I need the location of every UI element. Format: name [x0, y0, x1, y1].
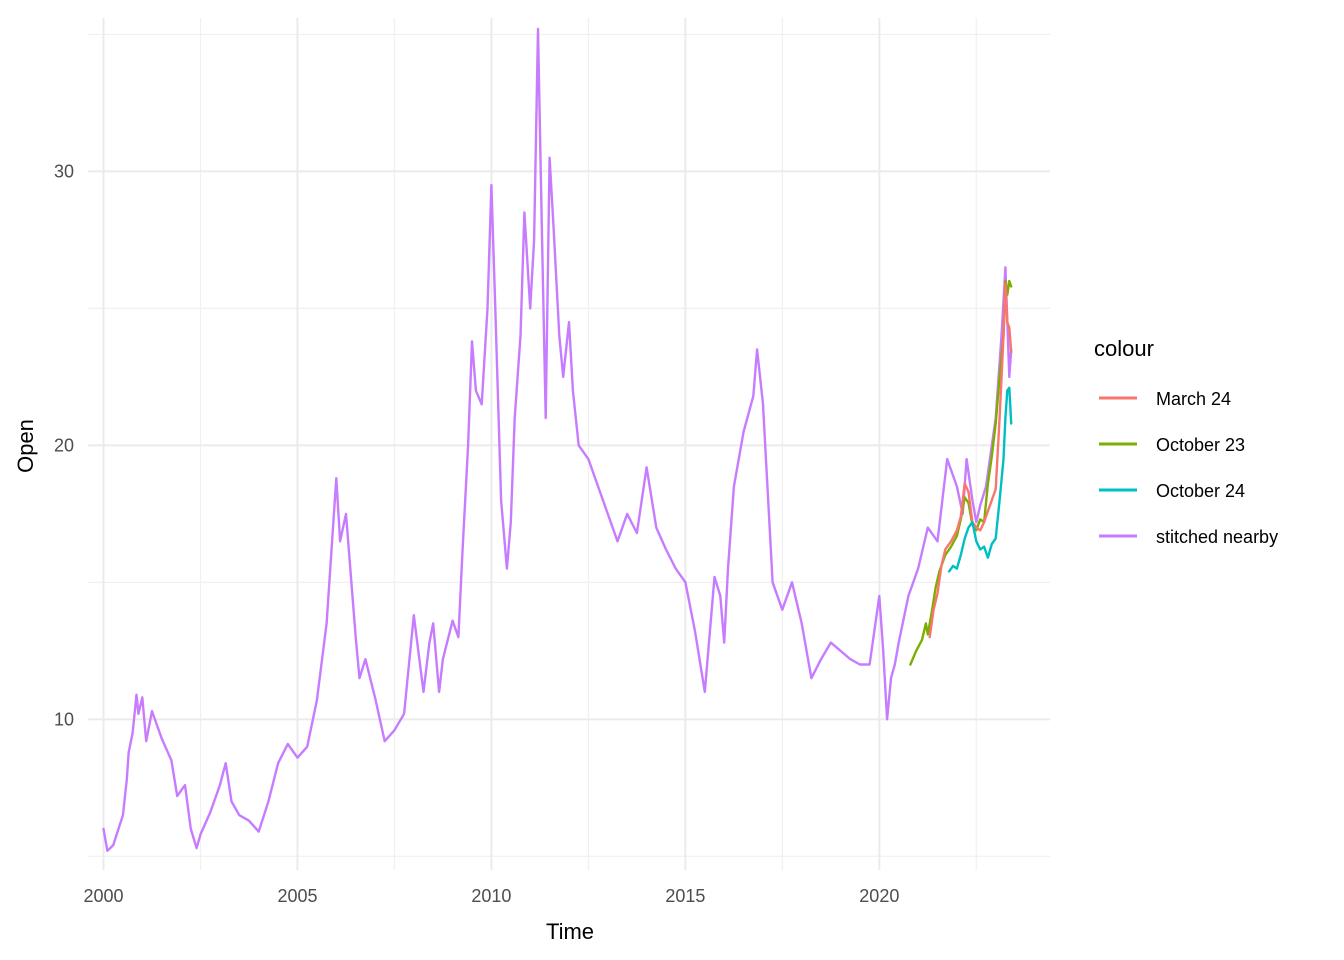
x-tick-label: 2010 [471, 886, 511, 906]
series-line-october-24 [947, 386, 1013, 573]
legend-title: colour [1094, 336, 1154, 361]
y-axis-ticks: 10 20 30 [54, 161, 74, 729]
x-tick-label: 2015 [665, 886, 705, 906]
series-line-stitched-nearby [102, 27, 1013, 852]
series-line-march-24 [928, 282, 1013, 639]
legend-label: stitched nearby [1156, 527, 1278, 547]
y-tick-label: 10 [54, 709, 74, 729]
legend-label: October 24 [1156, 481, 1245, 501]
x-tick-label: 2005 [277, 886, 317, 906]
series-lines [102, 27, 1013, 852]
x-tick-label: 2000 [83, 886, 123, 906]
y-tick-label: 30 [54, 161, 74, 181]
y-axis-title: Open [13, 419, 38, 473]
x-tick-label: 2020 [859, 886, 899, 906]
grid [88, 18, 1050, 870]
x-axis-ticks: 2000 2005 2010 2015 2020 [83, 886, 899, 906]
legend-label: October 23 [1156, 435, 1245, 455]
legend: colour March 24 October 23 October 24 stitc… [1094, 336, 1278, 547]
x-axis-title: Time [546, 919, 594, 944]
y-tick-label: 20 [54, 435, 74, 455]
legend-label: March 24 [1156, 389, 1231, 409]
